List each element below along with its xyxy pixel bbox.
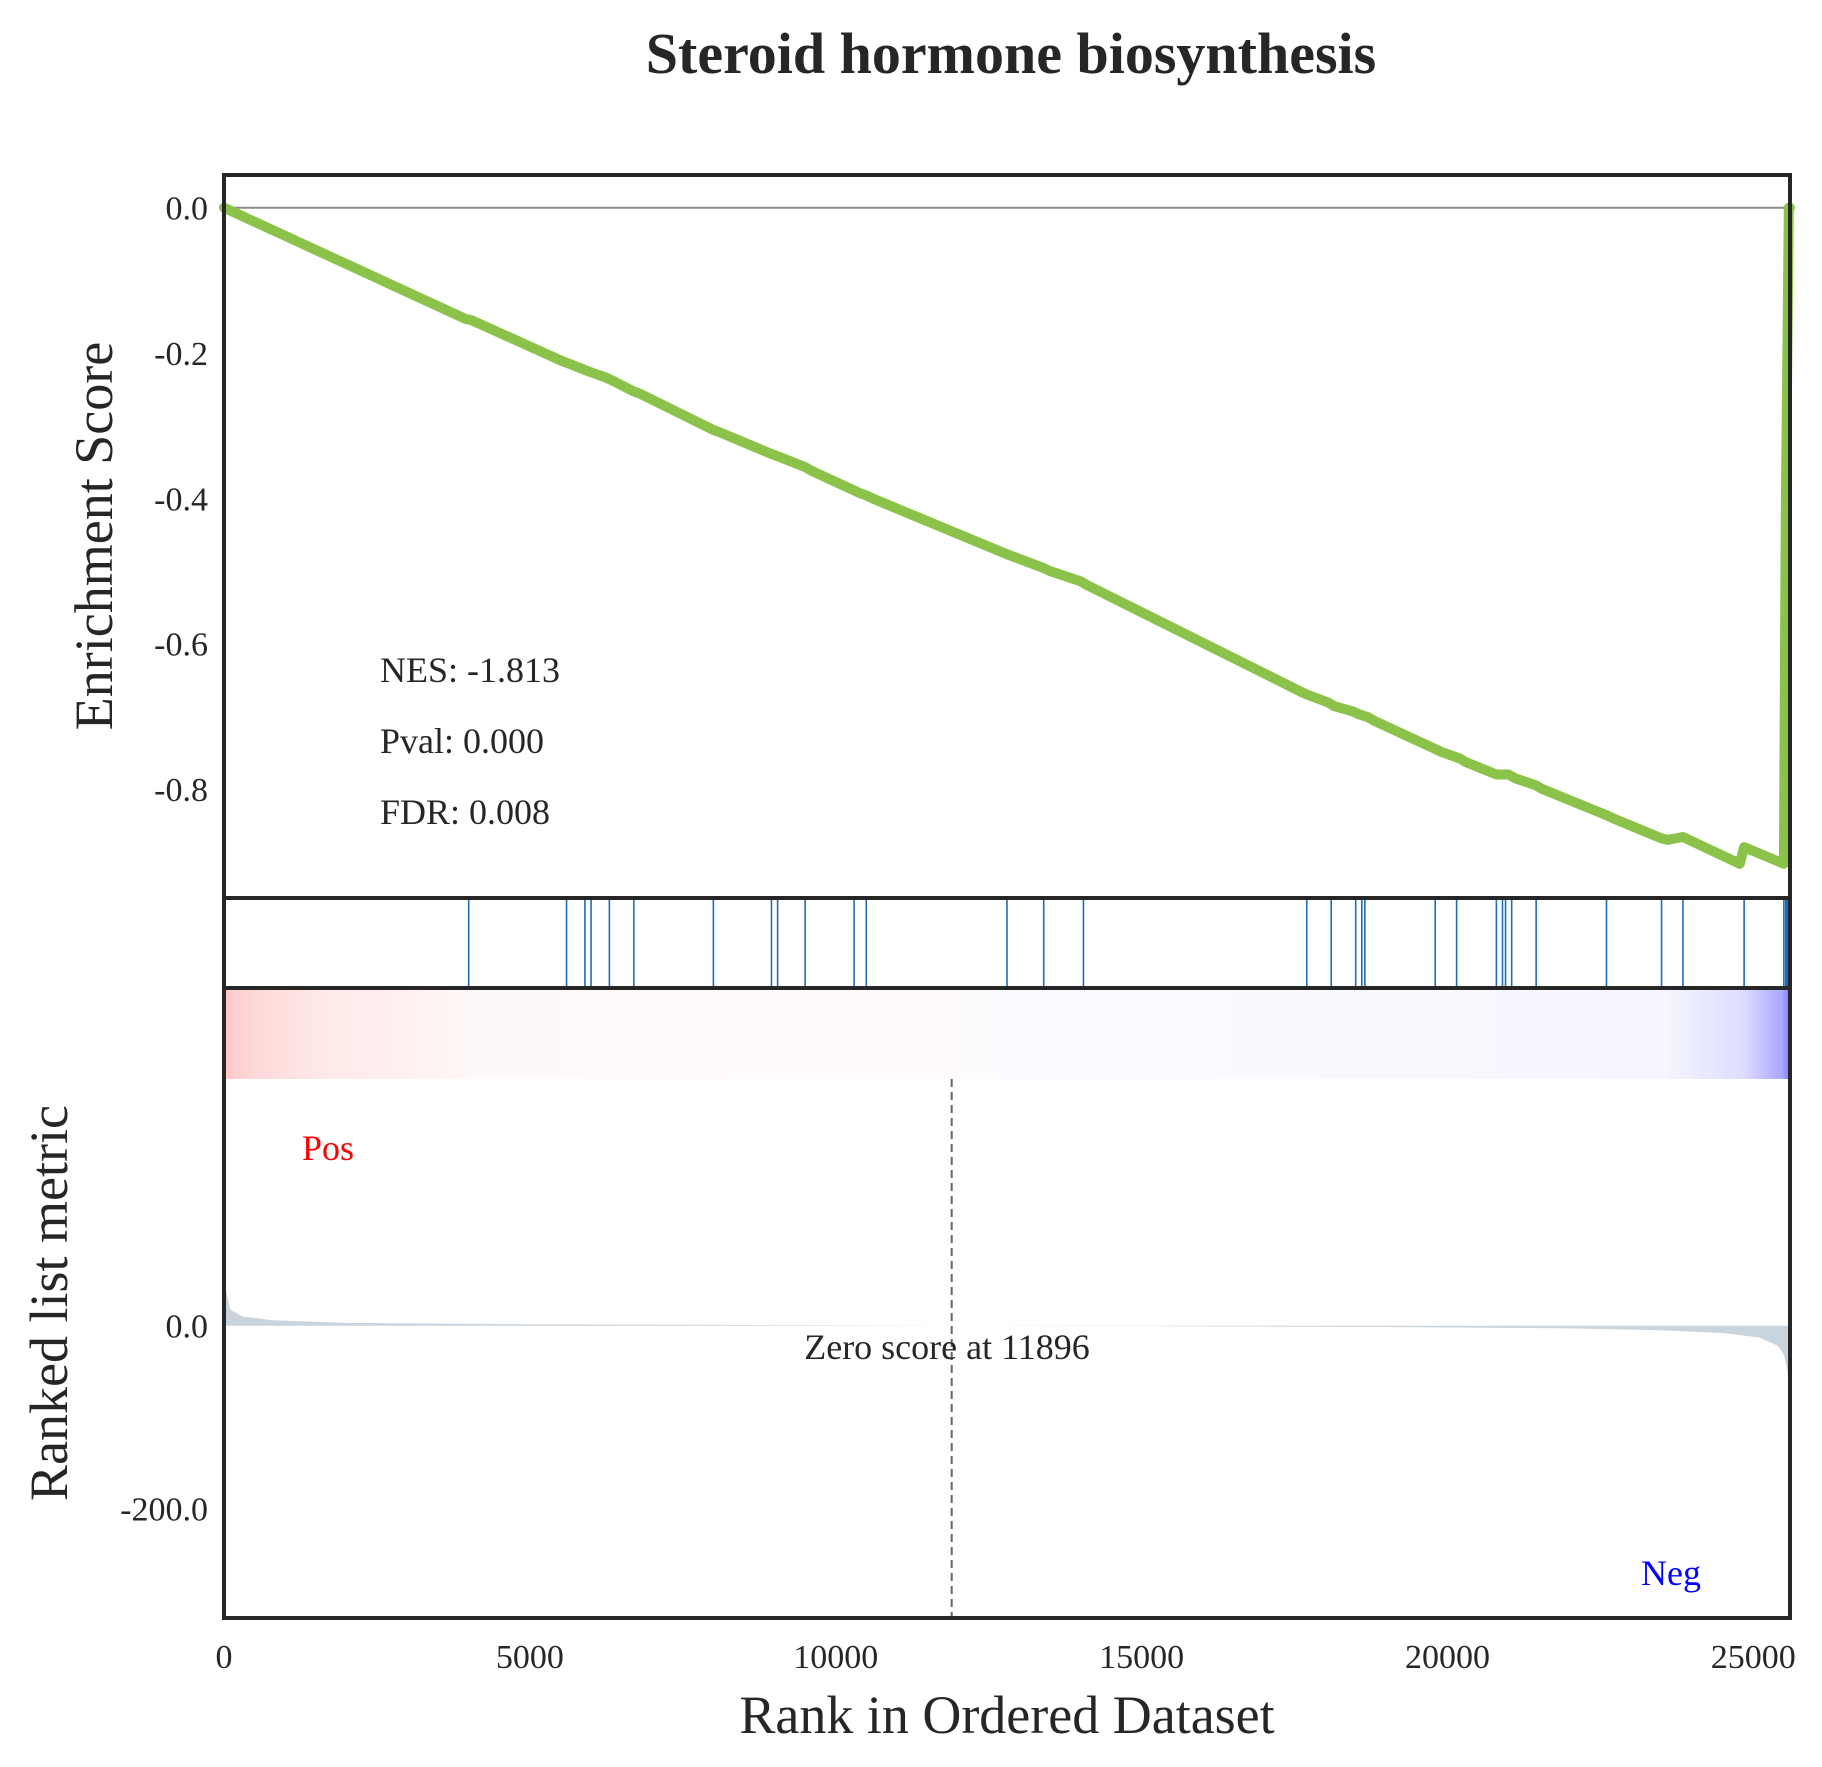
ranked-metric-y-axis-label: Ranked list metric bbox=[19, 1105, 79, 1501]
enrichment-score-panel: 0.0 -0.2 -0.4 -0.6 -0.8 NES: -1.813 Pval: 0.… bbox=[64, 173, 1795, 900]
neg-label: Neg bbox=[1641, 1553, 1701, 1593]
x-tick-label: 10000 bbox=[793, 1639, 878, 1676]
x-axis: 0 5000 10000 15000 20000 25000 bbox=[216, 1639, 1796, 1676]
es-y-tick-label: -0.2 bbox=[154, 336, 208, 373]
ranked-metric-y-tick-label: -200.0 bbox=[120, 1491, 208, 1528]
x-tick-label: 25000 bbox=[1711, 1639, 1796, 1676]
x-axis-label: Rank in Ordered Dataset bbox=[739, 1685, 1274, 1745]
x-tick-label: 20000 bbox=[1405, 1639, 1490, 1676]
enrichment-score-line bbox=[219, 202, 1795, 869]
es-y-tick-label: 0.0 bbox=[166, 191, 209, 228]
gene-hit-panel bbox=[222, 896, 1792, 990]
es-y-tick-label: -0.6 bbox=[154, 627, 208, 664]
x-tick-label: 15000 bbox=[1099, 1639, 1184, 1676]
nes-annotation: NES: -1.813 bbox=[380, 650, 560, 690]
pval-annotation: Pval: 0.000 bbox=[380, 721, 544, 761]
ranking-heatmap-strip bbox=[224, 988, 1790, 1079]
es-y-axis-label: Enrichment Score bbox=[64, 342, 124, 730]
ranked-metric-y-tick-label: 0.0 bbox=[166, 1309, 209, 1346]
es-y-tick-label: -0.4 bbox=[154, 481, 208, 518]
ranking-heatmap bbox=[224, 988, 1790, 1079]
zero-score-label: Zero score at 11896 bbox=[804, 1327, 1090, 1367]
es-y-tick-label: -0.8 bbox=[154, 772, 208, 809]
x-tick-label: 5000 bbox=[496, 1639, 564, 1676]
x-tick-label: 0 bbox=[216, 1639, 233, 1676]
pos-label: Pos bbox=[302, 1128, 354, 1168]
fdr-annotation: FDR: 0.008 bbox=[380, 792, 550, 832]
ranked-metric-panel: 0.0 -200.0 Pos Neg Zero score at 11896 Ra… bbox=[19, 986, 1792, 1620]
chart-title: Steroid hormone biosynthesis bbox=[646, 21, 1376, 86]
ranked-metric-frame bbox=[222, 986, 1792, 1620]
